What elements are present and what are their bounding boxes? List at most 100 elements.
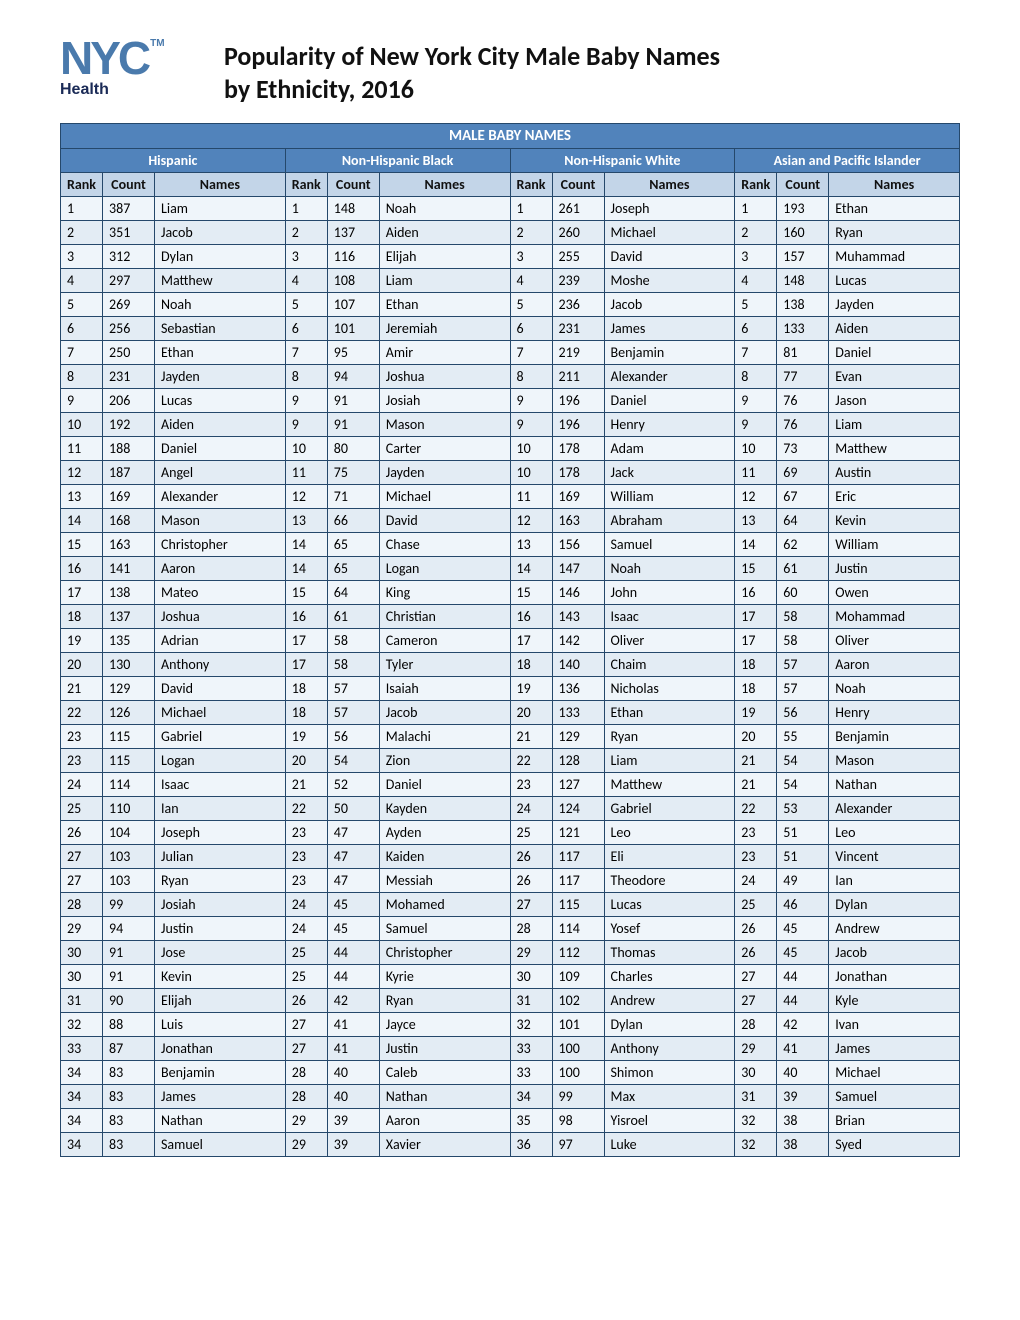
table-row: 2994Justin2445Samuel28114Yosef2645Andrew bbox=[61, 917, 960, 941]
cell-rank: 32 bbox=[735, 1133, 777, 1157]
cell-rank: 32 bbox=[61, 1013, 103, 1037]
table-row: 17138Mateo1564King15146John1660Owen bbox=[61, 581, 960, 605]
cell-rank: 28 bbox=[61, 893, 103, 917]
cell-count: 178 bbox=[552, 437, 604, 461]
table-row: 27103Ryan2347Messiah26117Theodore2449Ian bbox=[61, 869, 960, 893]
cell-name: Jayden bbox=[829, 293, 960, 317]
cell-name: Jason bbox=[829, 389, 960, 413]
title-line-2: by Ethnicity, 2016 bbox=[224, 73, 720, 106]
cell-count: 54 bbox=[327, 749, 379, 773]
cell-rank: 17 bbox=[510, 629, 552, 653]
group-nh-black: Non-Hispanic Black bbox=[285, 149, 510, 173]
cell-rank: 20 bbox=[735, 725, 777, 749]
cell-rank: 23 bbox=[285, 869, 327, 893]
cell-name: Joseph bbox=[604, 197, 735, 221]
cell-name: Aiden bbox=[155, 413, 286, 437]
cell-name: Syed bbox=[829, 1133, 960, 1157]
cell-name: Kevin bbox=[155, 965, 286, 989]
cell-name: Shimon bbox=[604, 1061, 735, 1085]
cell-name: Kevin bbox=[829, 509, 960, 533]
cell-rank: 20 bbox=[285, 749, 327, 773]
cell-rank: 22 bbox=[61, 701, 103, 725]
cell-count: 42 bbox=[327, 989, 379, 1013]
cell-count: 73 bbox=[777, 437, 829, 461]
col-names: Names bbox=[604, 173, 735, 197]
cell-name: Evan bbox=[829, 365, 960, 389]
cell-rank: 9 bbox=[285, 413, 327, 437]
cell-name: Thomas bbox=[604, 941, 735, 965]
cell-count: 128 bbox=[552, 749, 604, 773]
cell-name: Kyrie bbox=[379, 965, 510, 989]
cell-name: Angel bbox=[155, 461, 286, 485]
cell-name: Sebastian bbox=[155, 317, 286, 341]
table-row: 2899Josiah2445Mohamed27115Lucas2546Dylan bbox=[61, 893, 960, 917]
cell-count: 261 bbox=[552, 197, 604, 221]
cell-count: 94 bbox=[103, 917, 155, 941]
cell-count: 41 bbox=[777, 1037, 829, 1061]
cell-rank: 25 bbox=[61, 797, 103, 821]
cell-count: 110 bbox=[103, 797, 155, 821]
cell-name: Aiden bbox=[829, 317, 960, 341]
cell-name: Ian bbox=[829, 869, 960, 893]
cell-rank: 27 bbox=[61, 869, 103, 893]
cell-count: 102 bbox=[552, 989, 604, 1013]
cell-count: 135 bbox=[103, 629, 155, 653]
cell-rank: 32 bbox=[735, 1109, 777, 1133]
cell-name: Luis bbox=[155, 1013, 286, 1037]
cell-rank: 7 bbox=[735, 341, 777, 365]
col-names: Names bbox=[829, 173, 960, 197]
cell-count: 51 bbox=[777, 821, 829, 845]
cell-name: Jack bbox=[604, 461, 735, 485]
cell-rank: 18 bbox=[510, 653, 552, 677]
cell-name: Samuel bbox=[379, 917, 510, 941]
cell-count: 57 bbox=[777, 677, 829, 701]
cell-rank: 31 bbox=[510, 989, 552, 1013]
cell-name: Michael bbox=[155, 701, 286, 725]
cell-name: Joshua bbox=[155, 605, 286, 629]
baby-names-table: MALE BABY NAMES Hispanic Non-Hispanic Bl… bbox=[60, 123, 960, 1157]
cell-name: Daniel bbox=[155, 437, 286, 461]
cell-count: 91 bbox=[103, 941, 155, 965]
table-row: 3483Nathan2939Aaron3598Yisroel3238Brian bbox=[61, 1109, 960, 1133]
cell-count: 129 bbox=[552, 725, 604, 749]
cell-rank: 13 bbox=[510, 533, 552, 557]
cell-name: Joshua bbox=[379, 365, 510, 389]
table-row: 20130Anthony1758Tyler18140Chaim1857Aaron bbox=[61, 653, 960, 677]
cell-rank: 11 bbox=[510, 485, 552, 509]
cell-rank: 8 bbox=[61, 365, 103, 389]
cell-rank: 17 bbox=[735, 605, 777, 629]
cell-count: 47 bbox=[327, 821, 379, 845]
cell-rank: 15 bbox=[61, 533, 103, 557]
cell-rank: 14 bbox=[285, 557, 327, 581]
cell-name: Isaiah bbox=[379, 677, 510, 701]
cell-count: 112 bbox=[552, 941, 604, 965]
table-row: 3387Jonathan2741Justin33100Anthony2941Ja… bbox=[61, 1037, 960, 1061]
cell-name: Mateo bbox=[155, 581, 286, 605]
cell-count: 143 bbox=[552, 605, 604, 629]
table-row: 3288Luis2741Jayce32101Dylan2842Ivan bbox=[61, 1013, 960, 1037]
table-row: 6256Sebastian6101Jeremiah6231James6133Ai… bbox=[61, 317, 960, 341]
cell-count: 115 bbox=[552, 893, 604, 917]
cell-count: 116 bbox=[327, 245, 379, 269]
cell-name: Kaiden bbox=[379, 845, 510, 869]
cell-count: 39 bbox=[327, 1109, 379, 1133]
cell-count: 115 bbox=[103, 749, 155, 773]
table-row: 10192Aiden991Mason9196Henry976Liam bbox=[61, 413, 960, 437]
cell-count: 115 bbox=[103, 725, 155, 749]
cell-name: Anthony bbox=[155, 653, 286, 677]
cell-count: 44 bbox=[777, 989, 829, 1013]
cell-rank: 21 bbox=[735, 749, 777, 773]
cell-name: Mason bbox=[829, 749, 960, 773]
cell-count: 160 bbox=[777, 221, 829, 245]
cell-count: 114 bbox=[552, 917, 604, 941]
table-row: 3483Samuel2939Xavier3697Luke3238Syed bbox=[61, 1133, 960, 1157]
col-names: Names bbox=[155, 173, 286, 197]
cell-name: Jose bbox=[155, 941, 286, 965]
cell-rank: 18 bbox=[285, 701, 327, 725]
cell-count: 231 bbox=[103, 365, 155, 389]
cell-name: Caleb bbox=[379, 1061, 510, 1085]
cell-count: 87 bbox=[103, 1037, 155, 1061]
cell-rank: 31 bbox=[61, 989, 103, 1013]
cell-rank: 3 bbox=[61, 245, 103, 269]
cell-name: Matthew bbox=[829, 437, 960, 461]
